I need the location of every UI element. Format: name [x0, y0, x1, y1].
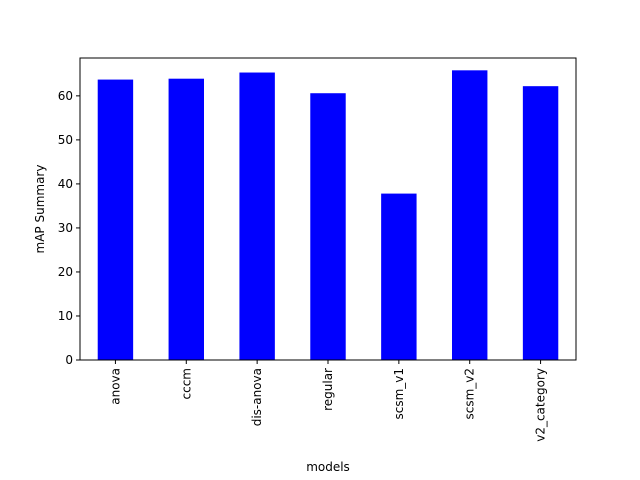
y-tick-label: 50 — [58, 133, 73, 147]
x-tick-label: scsm_v2 — [463, 368, 477, 420]
x-tick-label: scsm_v1 — [392, 368, 406, 420]
bar-scsm_v1 — [381, 193, 417, 360]
bar-v2_category — [522, 86, 559, 360]
y-tick-label: 30 — [58, 221, 73, 235]
x-axis-label: models — [306, 460, 350, 474]
bars-group — [97, 70, 559, 361]
y-tick-label: 40 — [58, 177, 73, 191]
x-tick-label: dis-anova — [250, 368, 264, 426]
x-tick-label: anova — [108, 368, 122, 405]
bar-anova — [97, 79, 134, 361]
bar-regular — [310, 93, 346, 360]
y-axis-ticks: 0 10 20 30 40 50 60 — [58, 89, 80, 367]
x-tick-label: regular — [321, 368, 335, 411]
bar-scsm_v2 — [452, 70, 488, 360]
y-tick-label: 20 — [58, 265, 73, 279]
x-tick-label: cccm — [179, 368, 193, 399]
y-tick-label: 0 — [65, 353, 73, 367]
x-tick-label: v2_category — [534, 368, 548, 442]
x-axis-ticks: anova cccm dis-anova regular scsm_v1 scsm_v2 v… — [108, 360, 548, 442]
y-axis-label: mAP Summary — [33, 165, 47, 254]
bar-dis-anova — [239, 72, 275, 360]
bar-cccm — [168, 78, 204, 360]
y-tick-label: 60 — [58, 89, 73, 103]
plot-frame — [79, 57, 577, 361]
y-tick-label: 10 — [58, 309, 73, 323]
